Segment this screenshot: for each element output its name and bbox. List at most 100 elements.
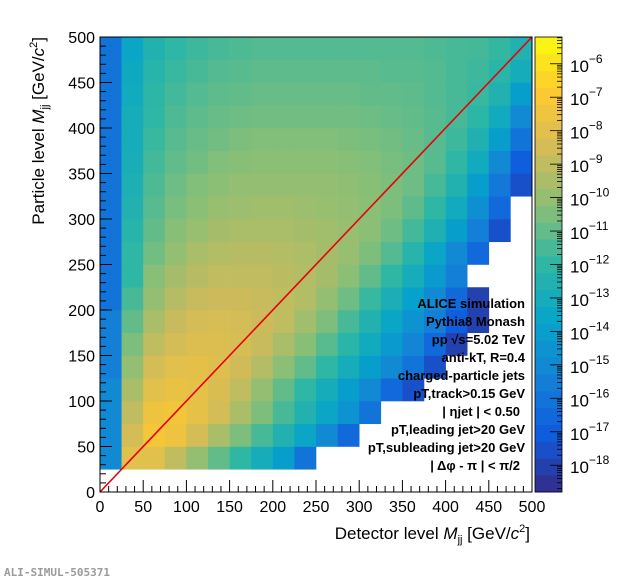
heatmap-bin: [467, 128, 490, 152]
y-tick-label: 50: [77, 440, 95, 457]
heatmap-bin: [164, 332, 187, 356]
heatmap-bin: [143, 196, 166, 220]
heatmap-bin: [337, 173, 360, 197]
heatmap-bin: [251, 401, 274, 425]
heatmap-bin: [359, 241, 382, 265]
colorbar-band: [535, 154, 562, 173]
heatmap-bin: [229, 173, 252, 197]
heatmap-bin: [359, 378, 382, 402]
colorbar-band: [535, 323, 562, 341]
axes: 0 50 100 150 200 250 300 350 400 450 500 0 50 100 150 2…: [68, 30, 545, 516]
heatmap-bin: [229, 128, 252, 152]
heatmap-bin: [272, 128, 295, 152]
heatmap-bin: [380, 82, 403, 106]
y-tick-label: 200: [68, 303, 95, 320]
heatmap-bin: [445, 59, 468, 83]
heatmap-bin: [337, 37, 360, 61]
watermark: ALI-SIMUL-505371: [4, 566, 110, 579]
heatmap-bin: [510, 105, 533, 129]
colorbar-band: [535, 171, 562, 190]
colorbar-label: 10−11: [570, 219, 609, 243]
colorbar-label: 10−7: [570, 85, 603, 109]
heatmap-bin: [186, 264, 209, 288]
y-tick-label: 100: [68, 394, 95, 411]
colorbar-band: [535, 121, 562, 139]
colorbar-band: [535, 306, 562, 324]
heatmap-bin: [100, 37, 122, 61]
heatmap-bin: [143, 355, 166, 379]
heatmap-bin: [251, 332, 274, 356]
x-axis-title: Detector level Mjj [GeV/c2]: [335, 523, 530, 546]
heatmap-bin: [164, 355, 187, 379]
heatmap-bin: [424, 287, 446, 311]
heatmap-bin: [100, 82, 122, 106]
colorbar-band: [535, 70, 562, 88]
heatmap-bin: [272, 219, 295, 243]
heatmap-bin: [208, 241, 230, 265]
heatmap-bin: [510, 59, 533, 83]
heatmap-bin: [380, 196, 403, 220]
heatmap-bin: [208, 332, 230, 356]
heatmap-bin: [380, 287, 403, 311]
heatmap-bin: [164, 310, 187, 334]
heatmap-bin: [316, 196, 338, 220]
heatmap-bin: [208, 173, 230, 197]
heatmap-bin: [294, 287, 317, 311]
y-tick-label: 0: [86, 485, 95, 502]
heatmap-bin: [445, 128, 468, 152]
heatmap-bin: [164, 264, 187, 288]
heatmap-bin: [316, 355, 338, 379]
colorbar-band: [535, 289, 562, 308]
heatmap-bin: [272, 59, 295, 83]
heatmap-bin: [272, 241, 295, 265]
heatmap-bin: [251, 105, 274, 129]
heatmap-bin: [143, 332, 166, 356]
heatmap-bin: [251, 128, 274, 152]
colorbar-label: 10−14: [570, 319, 610, 343]
heatmap-bin: [488, 128, 511, 152]
heatmap-bin: [164, 82, 187, 106]
heatmap-bin: [272, 310, 295, 334]
heatmap-bin: [445, 173, 468, 197]
heatmap-bin: [143, 378, 166, 402]
heatmap-bin: [100, 241, 122, 265]
heatmap-bin: [445, 287, 468, 311]
colorbar-label: 10−18: [570, 453, 610, 477]
heatmap-bin: [424, 105, 446, 129]
heatmap-bin: [445, 196, 468, 220]
heatmap-bin: [337, 287, 360, 311]
heatmap-bin: [251, 59, 274, 83]
heatmap-bin: [380, 37, 403, 61]
colorbar-band: [535, 407, 562, 425]
heatmap-bin: [337, 128, 360, 152]
heatmap-bin: [359, 264, 382, 288]
heatmap-bin: [445, 150, 468, 174]
colorbar-label: 10−15: [570, 353, 610, 377]
heatmap-bin: [316, 105, 338, 129]
heatmap-bin: [143, 105, 166, 129]
heatmap-bin: [316, 219, 338, 243]
heatmap-bin: [402, 219, 425, 243]
heatmap-bin: [121, 287, 144, 311]
heatmap-bin: [402, 59, 425, 83]
heatmap-bin: [488, 82, 511, 106]
heatmap-bin: [251, 173, 274, 197]
heatmap-bin: [186, 332, 209, 356]
heatmap-bin: [164, 37, 187, 61]
heatmap-bin: [510, 173, 533, 197]
heatmap-bin: [208, 196, 230, 220]
heatmap-bin: [143, 82, 166, 106]
heatmap-bin: [251, 423, 274, 447]
heatmap-bin: [208, 378, 230, 402]
heatmap-bin: [251, 150, 274, 174]
heatmap-bin: [380, 264, 403, 288]
heatmap-bin: [251, 355, 274, 379]
heatmap-bin: [229, 355, 252, 379]
heatmap-bin: [121, 355, 144, 379]
heatmap-bin: [359, 173, 382, 197]
heatmap-bin: [467, 219, 490, 243]
heatmap-bin: [272, 37, 295, 61]
y-axis-title: Particle level Mjj [GeV/c2]: [28, 37, 51, 225]
heatmap-bin: [316, 59, 338, 83]
